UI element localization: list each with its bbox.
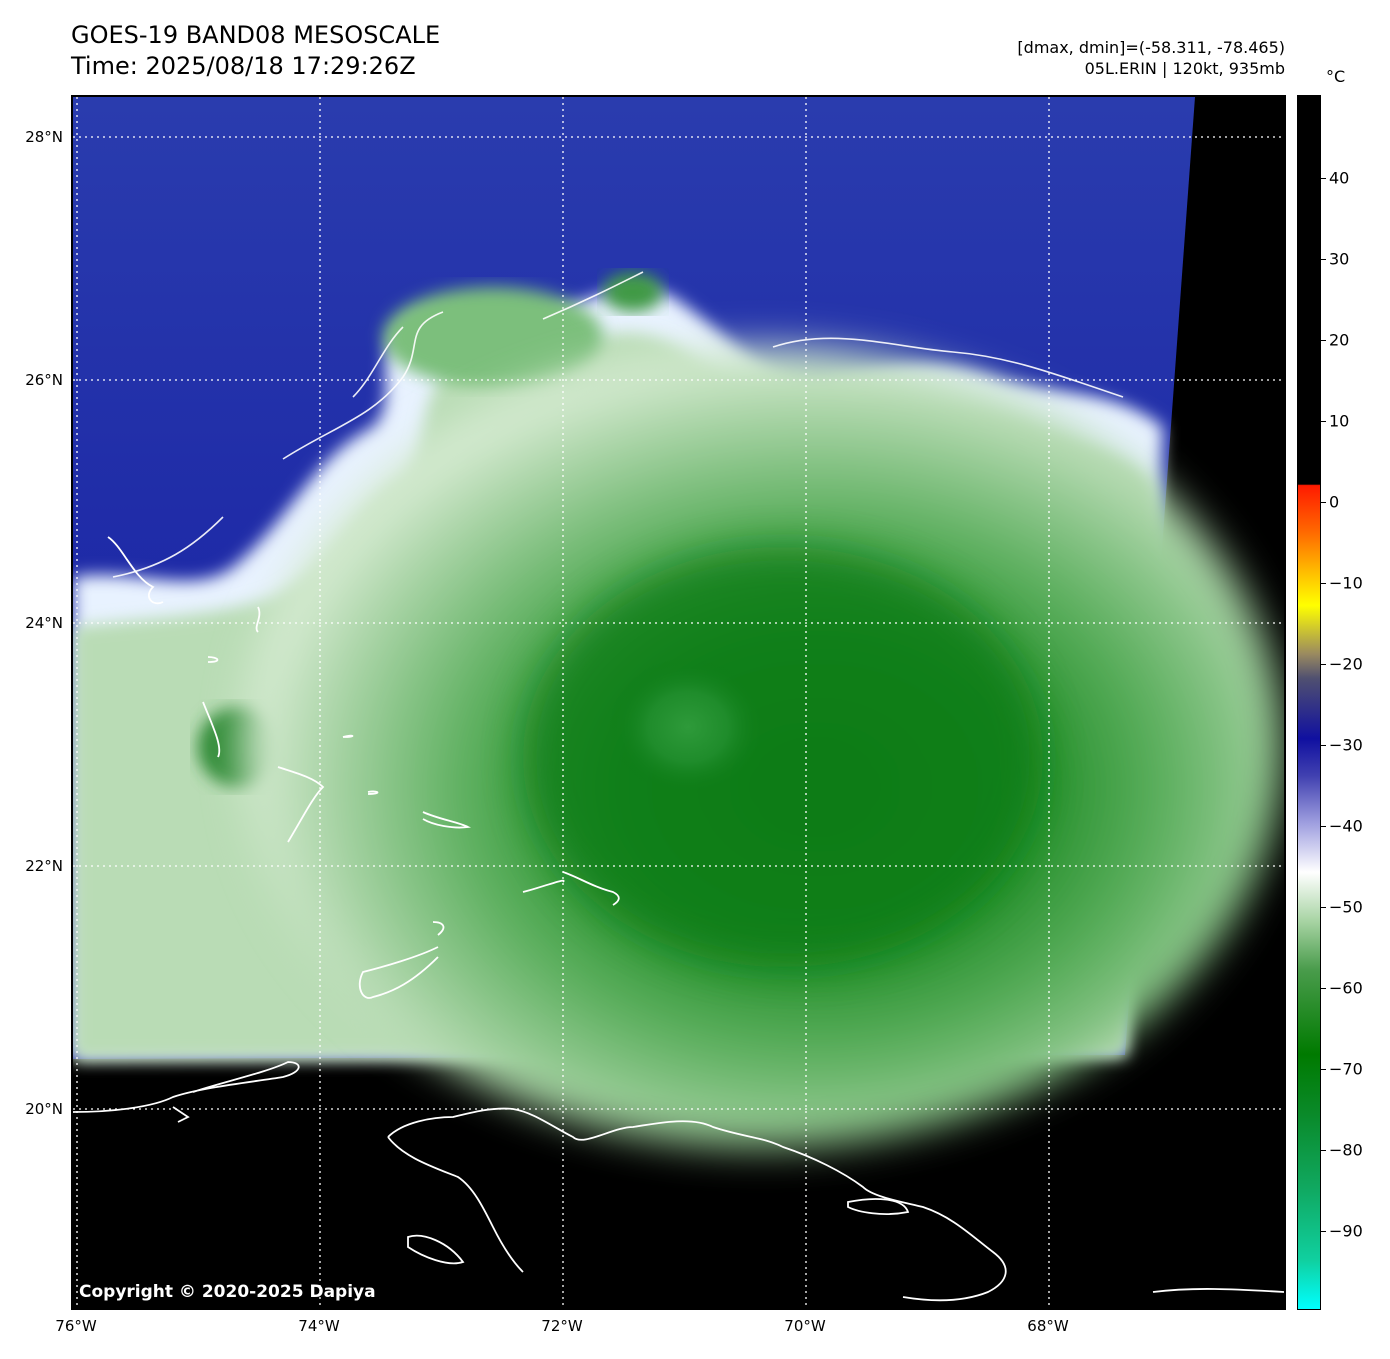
colorbar-tickmark (1321, 259, 1326, 260)
colorbar-tickmark (1321, 421, 1326, 422)
colorbar-tickmark (1321, 988, 1326, 989)
lon-label-74w: 74°W (298, 1317, 340, 1335)
colorbar-tick-label: −50 (1329, 897, 1363, 917)
satellite-map: Copyright © 2020-2025 Dapiya (71, 95, 1286, 1310)
coastlines (73, 536, 1284, 1302)
lon-label-68w: 68°W (1027, 1317, 1069, 1335)
colorbar-tick-label: 10 (1329, 411, 1350, 431)
colorbar-tickmark (1321, 826, 1326, 827)
colorbar-tick-label: 20 (1329, 330, 1350, 350)
lat-label-24n: 24°N (25, 614, 63, 632)
lat-label-22n: 22°N (25, 857, 63, 875)
colorbar-tickmark (1321, 583, 1326, 584)
colorbar-tick-label: −90 (1329, 1221, 1363, 1241)
colorbar-tick-label: −30 (1329, 735, 1363, 755)
colorbar-tick-label: −80 (1329, 1140, 1363, 1160)
colorbar-tick-label: −60 (1329, 978, 1363, 998)
lon-label-72w: 72°W (541, 1317, 583, 1335)
colorbar (1297, 95, 1321, 1310)
colorbar-unit: °C (1326, 67, 1346, 86)
copyright-notice: Copyright © 2020-2025 Dapiya (79, 1282, 376, 1302)
colorbar-tick-label: −70 (1329, 1059, 1363, 1079)
title-line-2: Time: 2025/08/18 17:29:26Z (71, 52, 416, 80)
lon-label-70w: 70°W (784, 1317, 826, 1335)
lat-label-28n: 28°N (25, 128, 63, 146)
colorbar-tickmark (1321, 502, 1326, 503)
colorbar-tickmark (1321, 178, 1326, 179)
colorbar-tickmark (1321, 1150, 1326, 1151)
storm-info: 05L.ERIN | 120kt, 935mb (1084, 59, 1285, 78)
colorbar-tick-label: −40 (1329, 816, 1363, 836)
colorbar-tickmark (1321, 1069, 1326, 1070)
colorbar-tickmark (1321, 340, 1326, 341)
colorbar-tickmark (1321, 907, 1326, 908)
colorbar-tick-label: −20 (1329, 654, 1363, 674)
satellite-imagery (73, 97, 1284, 1308)
colorbar-tick-label: 30 (1329, 249, 1350, 269)
colorbar-tickmark (1321, 745, 1326, 746)
lon-label-76w: 76°W (55, 1317, 97, 1335)
lat-label-26n: 26°N (25, 371, 63, 389)
colorbar-tick-label: 0 (1329, 492, 1340, 512)
colorbar-tickmark (1321, 1231, 1326, 1232)
lat-label-20n: 20°N (25, 1100, 63, 1118)
lat-lon-grid (73, 97, 1284, 1308)
colorbar-tick-label: 40 (1329, 168, 1350, 188)
title-line-1: GOES-19 BAND08 MESOSCALE (71, 21, 441, 49)
colorbar-tickmark (1321, 664, 1326, 665)
colorbar-tick-label: −10 (1329, 573, 1363, 593)
dmax-dmin-readout: [dmax, dmin]=(-58.311, -78.465) (1017, 38, 1285, 57)
